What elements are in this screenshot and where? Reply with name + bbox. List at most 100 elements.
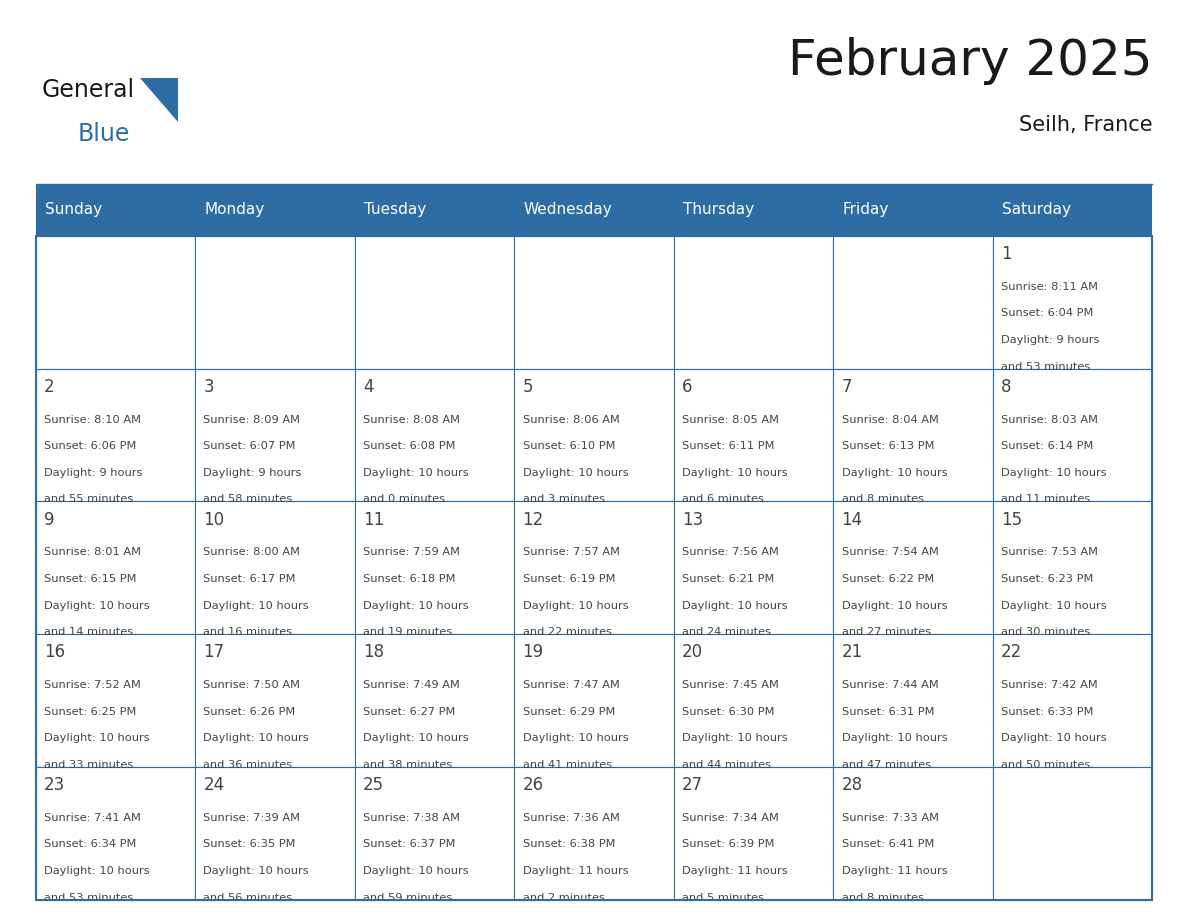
Text: and 27 minutes.: and 27 minutes. <box>841 627 935 637</box>
Text: Sunset: 6:11 PM: Sunset: 6:11 PM <box>682 442 775 451</box>
Bar <box>993 767 1152 900</box>
Text: Sunset: 6:30 PM: Sunset: 6:30 PM <box>682 707 775 717</box>
Text: Sunset: 6:08 PM: Sunset: 6:08 PM <box>364 442 455 451</box>
Text: Daylight: 10 hours: Daylight: 10 hours <box>682 733 788 744</box>
Text: and 14 minutes.: and 14 minutes. <box>44 627 137 637</box>
Bar <box>674 767 833 900</box>
Text: Sunset: 6:34 PM: Sunset: 6:34 PM <box>44 839 137 849</box>
Bar <box>355 501 514 634</box>
Text: Daylight: 10 hours: Daylight: 10 hours <box>364 600 468 610</box>
Text: Wednesday: Wednesday <box>524 202 613 218</box>
Text: 14: 14 <box>841 510 862 529</box>
Text: 2: 2 <box>44 378 55 396</box>
Text: Saturday: Saturday <box>1003 202 1072 218</box>
Bar <box>833 369 993 501</box>
Text: Sunset: 6:37 PM: Sunset: 6:37 PM <box>364 839 455 849</box>
Text: Sunset: 6:31 PM: Sunset: 6:31 PM <box>841 707 934 717</box>
Text: Sunrise: 7:59 AM: Sunrise: 7:59 AM <box>364 547 460 557</box>
Text: Sunrise: 7:39 AM: Sunrise: 7:39 AM <box>203 812 301 823</box>
Text: 16: 16 <box>44 644 65 661</box>
Text: Friday: Friday <box>842 202 889 218</box>
Text: and 19 minutes.: and 19 minutes. <box>364 627 456 637</box>
Text: and 0 minutes.: and 0 minutes. <box>364 495 449 504</box>
Text: February 2025: February 2025 <box>788 37 1152 84</box>
Text: Sunrise: 7:45 AM: Sunrise: 7:45 AM <box>682 680 779 690</box>
Text: 28: 28 <box>841 776 862 794</box>
Text: Sunrise: 7:57 AM: Sunrise: 7:57 AM <box>523 547 620 557</box>
Text: Sunset: 6:22 PM: Sunset: 6:22 PM <box>841 574 934 584</box>
Bar <box>195 501 355 634</box>
Bar <box>195 767 355 900</box>
Text: Sunset: 6:26 PM: Sunset: 6:26 PM <box>203 707 296 717</box>
Text: and 30 minutes.: and 30 minutes. <box>1001 627 1094 637</box>
Bar <box>514 369 674 501</box>
Text: Daylight: 10 hours: Daylight: 10 hours <box>44 733 150 744</box>
Text: and 36 minutes.: and 36 minutes. <box>203 760 296 770</box>
Text: Daylight: 10 hours: Daylight: 10 hours <box>841 733 947 744</box>
Text: Daylight: 9 hours: Daylight: 9 hours <box>203 468 302 477</box>
Text: 27: 27 <box>682 776 703 794</box>
Text: Daylight: 9 hours: Daylight: 9 hours <box>44 468 143 477</box>
Text: Sunset: 6:39 PM: Sunset: 6:39 PM <box>682 839 775 849</box>
Text: Daylight: 10 hours: Daylight: 10 hours <box>364 866 468 876</box>
Text: Daylight: 10 hours: Daylight: 10 hours <box>841 600 947 610</box>
Text: and 3 minutes.: and 3 minutes. <box>523 495 608 504</box>
Text: and 56 minutes.: and 56 minutes. <box>203 892 296 902</box>
Bar <box>36 501 195 634</box>
Bar <box>993 634 1152 767</box>
Text: 9: 9 <box>44 510 55 529</box>
Text: Sunset: 6:23 PM: Sunset: 6:23 PM <box>1001 574 1093 584</box>
Text: 25: 25 <box>364 776 384 794</box>
Text: and 8 minutes.: and 8 minutes. <box>841 892 928 902</box>
Bar <box>674 501 833 634</box>
Text: and 44 minutes.: and 44 minutes. <box>682 760 775 770</box>
Bar <box>36 236 195 369</box>
Bar <box>355 767 514 900</box>
Text: Daylight: 10 hours: Daylight: 10 hours <box>1001 733 1107 744</box>
Text: and 8 minutes.: and 8 minutes. <box>841 495 928 504</box>
Bar <box>36 184 1152 236</box>
Text: 4: 4 <box>364 378 373 396</box>
Text: 7: 7 <box>841 378 852 396</box>
Text: 6: 6 <box>682 378 693 396</box>
Text: Daylight: 10 hours: Daylight: 10 hours <box>523 600 628 610</box>
Text: Sunrise: 8:06 AM: Sunrise: 8:06 AM <box>523 415 619 424</box>
Text: 19: 19 <box>523 644 544 661</box>
Bar <box>993 369 1152 501</box>
Text: 3: 3 <box>203 378 214 396</box>
Text: and 38 minutes.: and 38 minutes. <box>364 760 456 770</box>
Text: 10: 10 <box>203 510 225 529</box>
Text: and 6 minutes.: and 6 minutes. <box>682 495 767 504</box>
Text: Sunset: 6:13 PM: Sunset: 6:13 PM <box>841 442 934 451</box>
Text: 23: 23 <box>44 776 65 794</box>
Text: 1: 1 <box>1001 245 1012 263</box>
Text: Sunrise: 8:11 AM: Sunrise: 8:11 AM <box>1001 282 1098 292</box>
Text: Sunrise: 8:05 AM: Sunrise: 8:05 AM <box>682 415 779 424</box>
Text: 17: 17 <box>203 644 225 661</box>
Text: Daylight: 11 hours: Daylight: 11 hours <box>682 866 788 876</box>
Text: 22: 22 <box>1001 644 1023 661</box>
Text: and 47 minutes.: and 47 minutes. <box>841 760 935 770</box>
Text: 24: 24 <box>203 776 225 794</box>
Text: and 41 minutes.: and 41 minutes. <box>523 760 615 770</box>
Text: Sunrise: 7:34 AM: Sunrise: 7:34 AM <box>682 812 779 823</box>
Bar <box>36 767 195 900</box>
Text: Sunset: 6:14 PM: Sunset: 6:14 PM <box>1001 442 1093 451</box>
Bar <box>195 236 355 369</box>
Text: Sunrise: 8:00 AM: Sunrise: 8:00 AM <box>203 547 301 557</box>
Text: Sunset: 6:25 PM: Sunset: 6:25 PM <box>44 707 137 717</box>
Text: Sunrise: 7:56 AM: Sunrise: 7:56 AM <box>682 547 779 557</box>
Text: Sunset: 6:17 PM: Sunset: 6:17 PM <box>203 574 296 584</box>
Text: Sunrise: 8:09 AM: Sunrise: 8:09 AM <box>203 415 301 424</box>
Bar <box>993 501 1152 634</box>
Text: and 24 minutes.: and 24 minutes. <box>682 627 775 637</box>
Bar <box>833 634 993 767</box>
Text: Sunset: 6:33 PM: Sunset: 6:33 PM <box>1001 707 1094 717</box>
Text: and 11 minutes.: and 11 minutes. <box>1001 495 1094 504</box>
Bar <box>993 236 1152 369</box>
Text: and 33 minutes.: and 33 minutes. <box>44 760 137 770</box>
Text: Sunset: 6:07 PM: Sunset: 6:07 PM <box>203 442 296 451</box>
Bar <box>514 767 674 900</box>
Text: 5: 5 <box>523 378 533 396</box>
Bar <box>355 369 514 501</box>
